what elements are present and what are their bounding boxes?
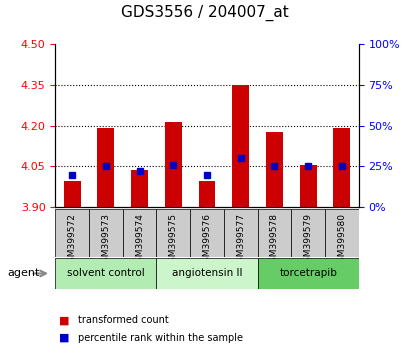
- Bar: [97, 129, 114, 207]
- Bar: [333, 129, 349, 207]
- Text: GSM399578: GSM399578: [269, 213, 278, 268]
- Bar: [89, 209, 122, 257]
- Text: percentile rank within the sample: percentile rank within the sample: [78, 333, 242, 343]
- Text: GSM399576: GSM399576: [202, 213, 211, 268]
- Bar: [156, 209, 190, 257]
- Bar: [131, 170, 148, 207]
- Text: ■: ■: [59, 333, 70, 343]
- Bar: [257, 258, 358, 289]
- Text: GSM399574: GSM399574: [135, 213, 144, 268]
- Text: angiotensin II: angiotensin II: [171, 268, 242, 279]
- Bar: [55, 209, 89, 257]
- Bar: [190, 209, 223, 257]
- Text: transformed count: transformed count: [78, 315, 168, 325]
- Bar: [223, 209, 257, 257]
- Bar: [291, 209, 324, 257]
- Bar: [257, 209, 291, 257]
- Bar: [265, 132, 282, 207]
- Text: GSM399575: GSM399575: [169, 213, 178, 268]
- Text: GSM399572: GSM399572: [67, 213, 76, 268]
- Bar: [324, 209, 358, 257]
- Bar: [156, 258, 257, 289]
- Text: GSM399579: GSM399579: [303, 213, 312, 268]
- Text: solvent control: solvent control: [67, 268, 144, 279]
- Bar: [232, 85, 249, 207]
- Text: ■: ■: [59, 315, 70, 325]
- Text: GSM399573: GSM399573: [101, 213, 110, 268]
- Bar: [64, 181, 81, 207]
- Text: agent: agent: [7, 268, 40, 279]
- Bar: [299, 165, 316, 207]
- Text: torcetrapib: torcetrapib: [279, 268, 336, 279]
- Bar: [55, 258, 156, 289]
- Bar: [122, 209, 156, 257]
- Text: GSM399580: GSM399580: [337, 213, 346, 268]
- Bar: [198, 181, 215, 207]
- Text: GDS3556 / 204007_at: GDS3556 / 204007_at: [121, 5, 288, 21]
- Text: GSM399577: GSM399577: [236, 213, 245, 268]
- Bar: [164, 122, 181, 207]
